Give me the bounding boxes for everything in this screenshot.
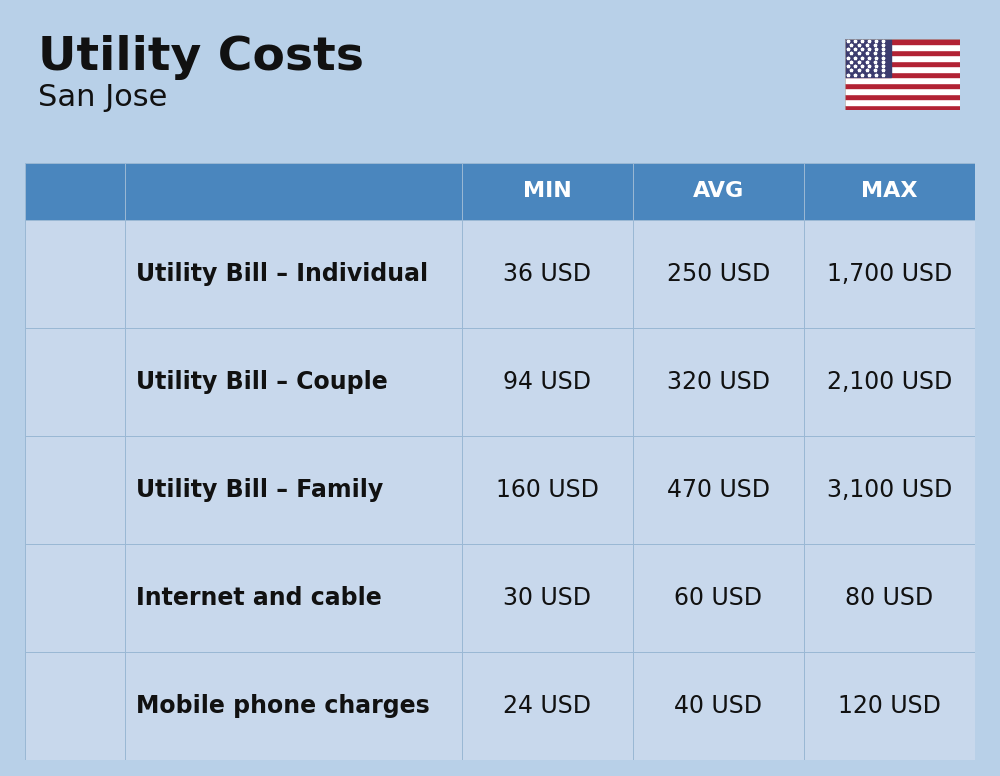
FancyBboxPatch shape [462, 436, 633, 544]
FancyBboxPatch shape [462, 653, 633, 760]
Text: Mobile phone charges: Mobile phone charges [136, 695, 430, 719]
FancyBboxPatch shape [633, 163, 804, 220]
Bar [845, 88, 960, 94]
Bar [845, 99, 960, 105]
FancyBboxPatch shape [25, 436, 125, 544]
Text: 80 USD: 80 USD [845, 586, 934, 610]
Bar [845, 105, 960, 110]
Text: 30 USD: 30 USD [503, 586, 591, 610]
FancyBboxPatch shape [125, 544, 462, 653]
Bar [845, 44, 960, 50]
Text: MAX: MAX [861, 182, 918, 201]
Bar [845, 94, 960, 99]
Bar [845, 55, 960, 61]
FancyBboxPatch shape [633, 220, 804, 328]
Text: 3,100 USD: 3,100 USD [827, 478, 952, 502]
Text: 1,700 USD: 1,700 USD [827, 262, 952, 286]
Bar [845, 66, 960, 71]
Text: Utility Bill – Couple: Utility Bill – Couple [136, 370, 388, 394]
Bar [845, 50, 960, 55]
FancyBboxPatch shape [125, 163, 462, 220]
FancyBboxPatch shape [25, 653, 125, 760]
FancyBboxPatch shape [125, 653, 462, 760]
Bar [845, 61, 960, 66]
FancyBboxPatch shape [633, 436, 804, 544]
FancyBboxPatch shape [804, 653, 975, 760]
Text: Utility Bill – Individual: Utility Bill – Individual [136, 262, 428, 286]
FancyBboxPatch shape [462, 163, 633, 220]
Text: San Jose: San Jose [38, 83, 167, 112]
Bar [845, 39, 960, 44]
Text: 40 USD: 40 USD [674, 695, 762, 719]
FancyBboxPatch shape [125, 328, 462, 436]
FancyBboxPatch shape [633, 544, 804, 653]
Bar [845, 83, 960, 88]
Text: 24 USD: 24 USD [503, 695, 591, 719]
FancyBboxPatch shape [25, 220, 125, 328]
FancyBboxPatch shape [804, 328, 975, 436]
Bar [845, 78, 960, 83]
FancyBboxPatch shape [804, 163, 975, 220]
FancyBboxPatch shape [462, 544, 633, 653]
FancyBboxPatch shape [633, 328, 804, 436]
Text: 36 USD: 36 USD [503, 262, 591, 286]
Text: 320 USD: 320 USD [667, 370, 770, 394]
Text: 120 USD: 120 USD [838, 695, 941, 719]
FancyBboxPatch shape [25, 328, 125, 436]
Text: 60 USD: 60 USD [674, 586, 762, 610]
Bar [845, 39, 891, 78]
FancyBboxPatch shape [633, 653, 804, 760]
Text: 94 USD: 94 USD [503, 370, 591, 394]
FancyBboxPatch shape [462, 220, 633, 328]
FancyBboxPatch shape [25, 544, 125, 653]
FancyBboxPatch shape [125, 436, 462, 544]
FancyBboxPatch shape [804, 220, 975, 328]
Text: 160 USD: 160 USD [496, 478, 599, 502]
Text: 250 USD: 250 USD [667, 262, 770, 286]
FancyBboxPatch shape [804, 544, 975, 653]
FancyBboxPatch shape [462, 328, 633, 436]
Text: 470 USD: 470 USD [667, 478, 770, 502]
Text: Internet and cable: Internet and cable [136, 586, 382, 610]
FancyBboxPatch shape [125, 220, 462, 328]
FancyBboxPatch shape [25, 163, 125, 220]
Text: MIN: MIN [523, 182, 572, 201]
FancyBboxPatch shape [804, 436, 975, 544]
Text: AVG: AVG [693, 182, 744, 201]
Text: Utility Costs: Utility Costs [38, 35, 364, 80]
Text: 2,100 USD: 2,100 USD [827, 370, 952, 394]
Bar [845, 71, 960, 78]
Text: Utility Bill – Family: Utility Bill – Family [136, 478, 383, 502]
